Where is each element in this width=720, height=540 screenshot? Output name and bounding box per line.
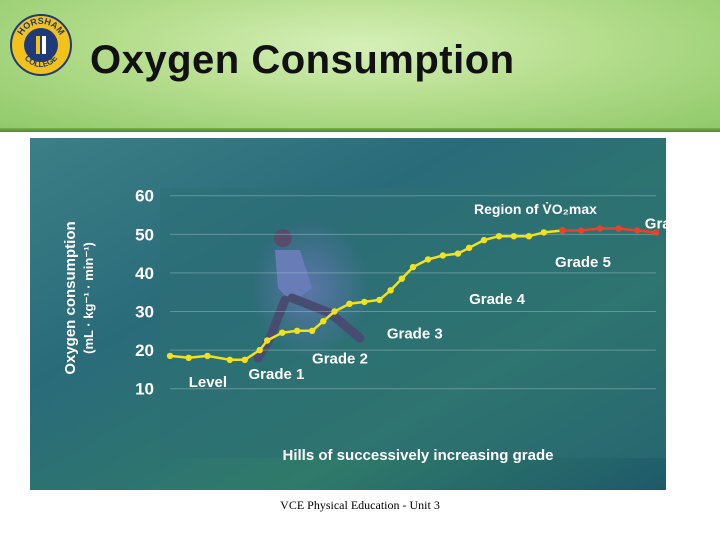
data-point <box>346 300 353 307</box>
data-point <box>409 263 417 271</box>
data-point <box>293 327 301 334</box>
data-point <box>226 356 233 363</box>
y-tick-label: 20 <box>135 341 154 360</box>
svg-text:HORSHAM: HORSHAM <box>15 16 66 37</box>
college-logo: HORSHAM COLLEGE <box>10 14 72 76</box>
chart-frame: 10 20 30 40 50 60 Oxygen consumption (mL · kg⁻¹… <box>30 138 701 490</box>
y-axis-unit: (mL · kg⁻¹ · min⁻¹) <box>81 242 96 354</box>
header-divider <box>0 128 720 132</box>
slide-title: Oxygen Consumption <box>90 38 515 82</box>
svg-text:COLLEGE: COLLEGE <box>23 53 60 69</box>
stage-label: Grade 3 <box>387 326 443 343</box>
stage-label: Grade 1 <box>249 366 305 383</box>
data-point <box>495 233 503 240</box>
data-point <box>454 250 462 257</box>
stage-label: Grade 5 <box>555 254 611 271</box>
data-point <box>387 287 394 294</box>
data-point <box>634 227 641 234</box>
chart-grid <box>170 195 656 390</box>
data-point <box>398 275 405 282</box>
stage-label: Grade 4 <box>469 291 526 308</box>
y-tick-label: 50 <box>135 225 154 244</box>
data-point <box>264 337 271 344</box>
data-point <box>166 352 174 360</box>
data-point <box>465 244 473 251</box>
data-point <box>424 256 432 263</box>
slide-footer: VCE Physical Education - Unit 3 <box>280 498 440 512</box>
data-point <box>559 227 566 234</box>
data-point <box>241 356 248 363</box>
data-point <box>652 229 660 236</box>
slide-header <box>0 0 720 130</box>
data-point <box>204 352 211 360</box>
series-line-0 <box>169 229 563 362</box>
data-point <box>525 233 533 240</box>
college-crest-icon <box>24 28 58 62</box>
chart-series <box>166 225 660 363</box>
data-point <box>596 225 604 232</box>
chart-axes: 10 20 30 40 50 60 Oxygen consumption (mL · kg⁻¹… <box>62 187 553 464</box>
data-point <box>361 298 368 306</box>
data-point <box>510 233 518 240</box>
stage-label: Grade 2 <box>312 351 368 368</box>
vo2max-annotation: Region of V̇O₂max <box>474 201 597 217</box>
y-tick-label: 30 <box>135 303 154 322</box>
y-tick-label: 10 <box>135 380 154 399</box>
data-point <box>540 229 547 236</box>
stage-label: Grade 6 <box>645 216 666 233</box>
x-axis-label: Hills of successively increasing grade <box>283 447 554 464</box>
data-point <box>480 236 488 244</box>
chart-labels: Level Grade 1 Grade 2 Grade 3 Grade 4 Grade 5… <box>189 201 701 391</box>
stage-label: Level <box>189 374 227 391</box>
y-tick-label: 60 <box>135 187 154 206</box>
data-point <box>578 227 585 234</box>
data-point <box>308 327 316 334</box>
data-point <box>256 346 263 354</box>
logo-lettering: HORSHAM COLLEGE <box>15 16 66 69</box>
data-point <box>439 252 447 259</box>
oxygen-consumption-chart: 10 20 30 40 50 60 Oxygen consumption (mL · kg⁻¹… <box>30 138 701 490</box>
data-point <box>376 296 383 304</box>
data-point <box>331 308 338 315</box>
data-point <box>279 329 286 336</box>
data-point <box>320 318 327 325</box>
runner-figure <box>250 218 370 363</box>
y-tick-label: 40 <box>135 264 154 283</box>
data-point <box>615 225 622 232</box>
y-axis-label: Oxygen consumption <box>62 221 79 374</box>
data-point <box>185 354 192 361</box>
